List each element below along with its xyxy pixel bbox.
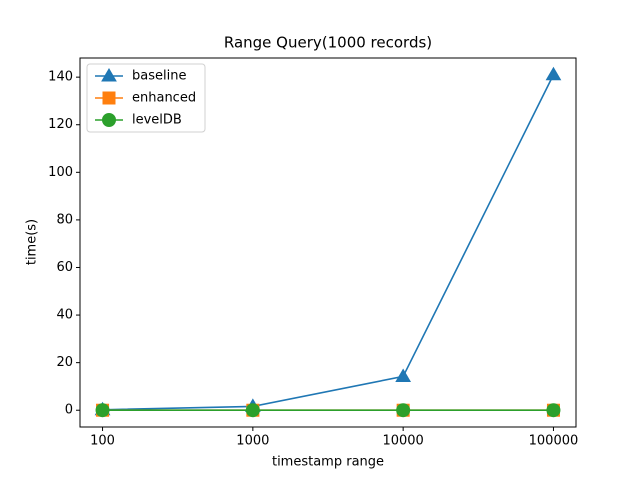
y-tick-label: 0	[65, 403, 73, 418]
y-tick-label: 20	[56, 355, 73, 370]
y-tick-label: 100	[48, 165, 73, 180]
legend-label: enhanced	[132, 91, 196, 106]
x-tick-label: 1000	[236, 434, 269, 449]
y-tick-label: 140	[48, 70, 73, 85]
x-tick-label: 10000	[382, 434, 423, 449]
legend-label: baseline	[132, 69, 186, 84]
marker	[545, 66, 562, 81]
y-axis-label: time(s)	[25, 219, 40, 265]
legend-label: levelDB	[132, 113, 182, 128]
plot-frame	[79, 57, 577, 428]
x-tick-label: 100	[90, 434, 115, 449]
y-tick-label: 80	[56, 212, 73, 227]
chart-title: Range Query(1000 records)	[224, 34, 432, 52]
marker	[102, 91, 116, 105]
y-tick-label: 120	[48, 117, 73, 132]
marker	[245, 403, 260, 418]
y-tick-label: 40	[56, 308, 73, 323]
x-axis-label: timestamp range	[272, 455, 384, 470]
series-line	[102, 74, 555, 411]
marker	[101, 68, 117, 82]
marker	[396, 403, 411, 418]
legend: baseline enhanced levelDB	[86, 63, 206, 133]
marker	[546, 403, 561, 418]
marker	[395, 368, 412, 382]
marker	[95, 403, 110, 418]
x-tick-label: 100000	[529, 434, 579, 449]
marker	[102, 113, 116, 127]
y-tick-label: 60	[56, 260, 73, 275]
